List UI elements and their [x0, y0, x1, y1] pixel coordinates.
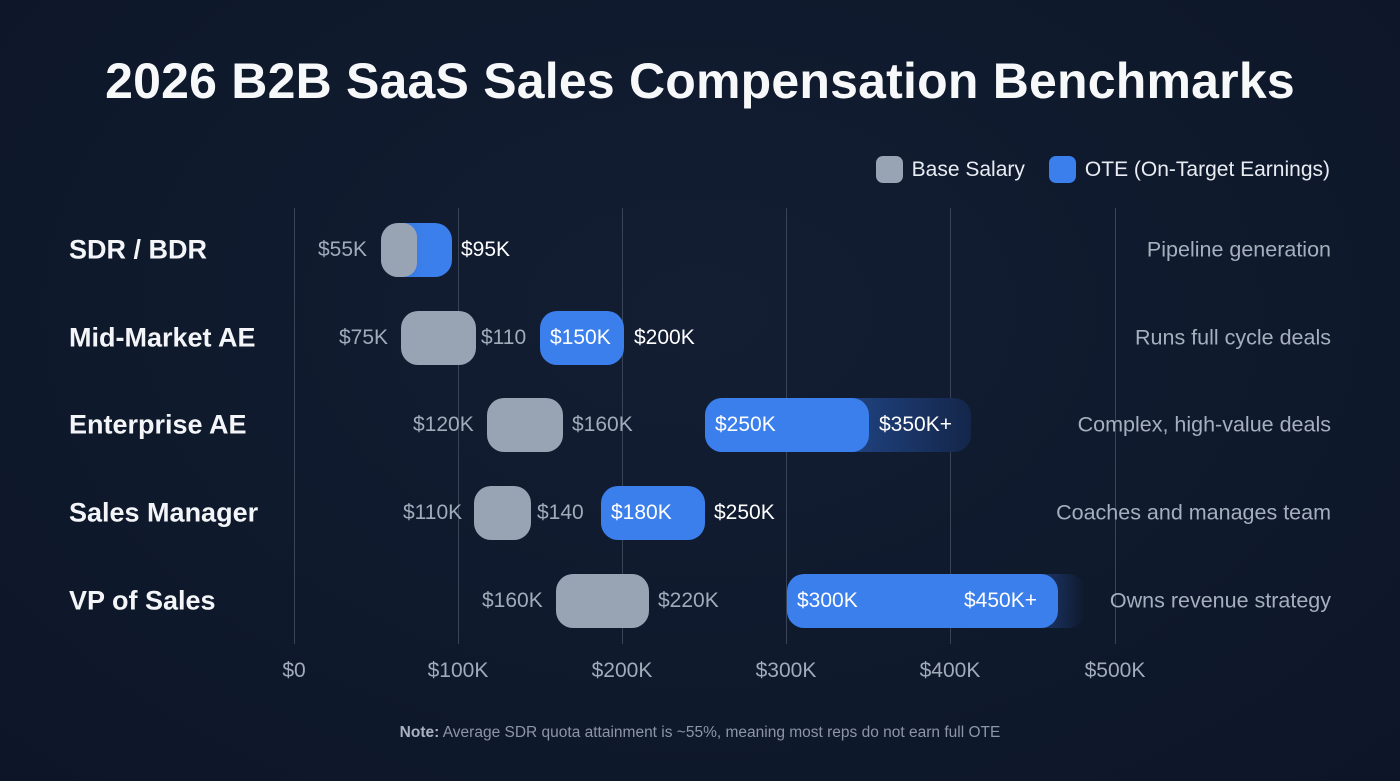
ote-low-value: $180K	[611, 501, 672, 524]
ote-bar-vp-sales	[787, 574, 1058, 628]
x-tick: $500K	[1084, 659, 1146, 682]
base-bar-vp-sales	[556, 574, 649, 628]
row-label-sales-manager: Sales Manager	[69, 497, 259, 528]
legend-label-base: Base Salary	[911, 157, 1025, 181]
base-salary-swatch-icon	[875, 156, 903, 183]
ote-bar-enterprise	[705, 398, 869, 452]
legend: Base Salary OTE (On-Target Earnings)	[875, 156, 1330, 183]
note-text: Average SDR quota attainment is ~55%, me…	[439, 724, 1001, 741]
ote-bar-sales-manager	[601, 486, 705, 540]
ote-swatch-icon	[1048, 156, 1076, 183]
ote-bar-mid-market	[540, 311, 624, 365]
ote-high-value: $450K+	[964, 589, 1037, 612]
base-bar-enterprise	[487, 398, 563, 452]
row-description: Runs full cycle deals	[1135, 325, 1331, 350]
row-description: Owns revenue strategy	[1109, 588, 1331, 613]
base-low-value: $110K	[403, 501, 463, 524]
ote-high-value: $200K	[634, 326, 695, 349]
base-high-value: $160K	[572, 413, 633, 436]
base-bar-mid-market	[401, 311, 476, 365]
row-label-vp-sales: VP of Sales	[69, 585, 216, 616]
base-low-value: $160K	[482, 589, 543, 612]
x-tick: $0	[282, 659, 306, 682]
gridline-500k	[1115, 208, 1116, 644]
x-tick: $400K	[919, 659, 981, 682]
note-label: Note:	[399, 724, 440, 741]
legend-item-ote: OTE (On-Target Earnings)	[1048, 156, 1330, 183]
row-description: Pipeline generation	[1146, 237, 1331, 262]
base-high-value: $220K	[658, 589, 719, 612]
row-label-mid-market: Mid-Market AE	[69, 322, 256, 353]
ote-low-value: $300K	[797, 589, 858, 612]
footnote: Note: Average SDR quota attainment is ~5…	[0, 724, 1400, 742]
base-bar-sales-manager	[474, 486, 531, 540]
chart-title: 2026 B2B SaaS Sales Compensation Benchma…	[105, 53, 1295, 109]
gridline-100k	[458, 208, 459, 644]
gridline-200k	[622, 208, 623, 644]
base-high-value: $140	[537, 501, 584, 524]
base-low-value: $75K	[339, 326, 389, 349]
row-label-enterprise: Enterprise AE	[69, 409, 247, 440]
row-label-sdr: SDR / BDR	[69, 234, 208, 265]
ote-low-value: $150K	[550, 326, 611, 349]
x-tick: $300K	[755, 659, 817, 682]
base-low-value: $55K	[318, 238, 368, 261]
x-tick: $100K	[427, 659, 489, 682]
base-low-value: $120K	[413, 413, 474, 436]
legend-item-base: Base Salary	[875, 156, 1025, 183]
base-bar-sdr	[381, 223, 417, 277]
base-high-value: $110	[481, 326, 527, 349]
row-description: Coaches and manages team	[1056, 500, 1331, 525]
row-description: Complex, high-value deals	[1077, 412, 1331, 437]
x-tick: $200K	[591, 659, 653, 682]
ote-high-value: $350K+	[879, 413, 952, 436]
gridline-0	[294, 208, 295, 644]
ote-high-value: $95K	[461, 238, 511, 261]
ote-low-value: $250K	[715, 413, 776, 436]
legend-label-ote: OTE (On-Target Earnings)	[1084, 157, 1330, 181]
ote-high-value: $250K	[714, 501, 775, 524]
